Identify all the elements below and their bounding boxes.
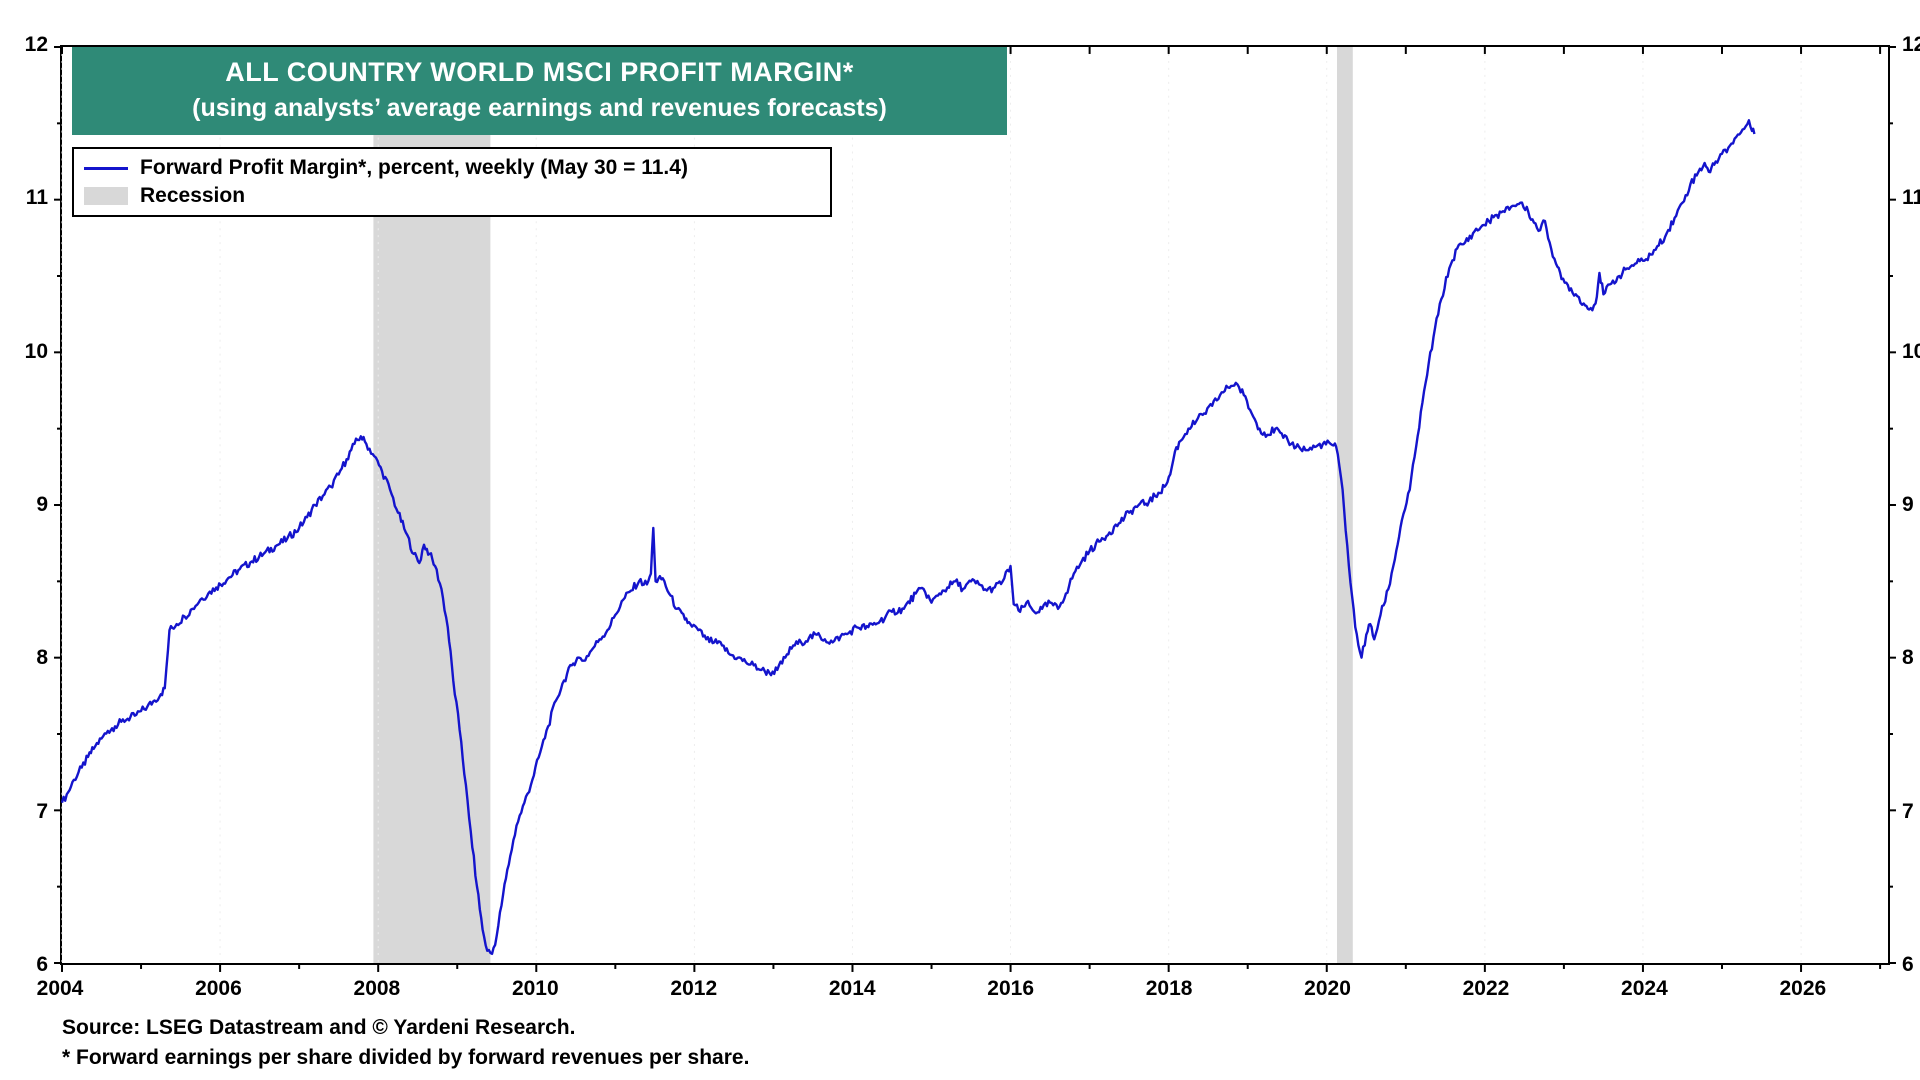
legend-label-profit-margin: Forward Profit Margin*, percent, weekly … [140,156,688,179]
y-axis-label-right-8: 8 [1902,646,1914,670]
x-axis-label-2010: 2010 [511,977,559,1000]
x-axis-label-2008: 2008 [353,977,401,1000]
y-axis-label-right-10: 10 [1902,339,1920,363]
legend-item-recession: Recession [84,182,820,210]
y-axis-label-right-6: 6 [1902,953,1914,976]
recession-swatch-icon [84,187,128,205]
y-axis-label-left-11: 11 [25,186,48,210]
chart-title-box: ALL COUNTRY WORLD MSCI PROFIT MARGIN* (u… [72,47,1007,135]
x-axis-label-2014: 2014 [828,977,876,1000]
x-axis-label-2018: 2018 [1145,977,1193,1000]
source-note: Source: LSEG Datastream and © Yardeni Re… [62,1016,576,1039]
y-axis-label-right-12: 12 [1902,33,1920,56]
y-axis-label-left-9: 9 [36,493,48,516]
y-axis-label-left-7: 7 [36,799,48,823]
chart-title: ALL COUNTRY WORLD MSCI PROFIT MARGIN* [225,57,854,87]
x-axis-label-2020: 2020 [1304,977,1351,1000]
y-axis-label-left-12: 12 [24,33,48,56]
y-axis-label-right-11: 11 [1902,186,1920,210]
x-axis-label-2016: 2016 [987,977,1034,1000]
legend-label-recession: Recession [140,184,246,207]
x-axis-label-2006: 2006 [195,977,242,1000]
x-axis-label-2026: 2026 [1779,977,1827,1000]
chart-subtitle: (using analysts’ average earnings and re… [192,94,887,122]
y-axis-label-right-7: 7 [1902,799,1914,823]
legend: Forward Profit Margin*, percent, weekly … [72,147,832,217]
x-axis-label-2012: 2012 [670,977,718,1000]
profit-margin-line [60,119,1756,956]
footnote: * Forward earnings per share divided by … [62,1046,750,1069]
legend-item-profit-margin: Forward Profit Margin*, percent, weekly … [84,154,820,182]
y-axis-label-right-9: 9 [1902,493,1914,516]
line-swatch-icon [84,166,128,170]
y-axis-label-left-10: 10 [24,339,48,363]
plot-area: ALL COUNTRY WORLD MSCI PROFIT MARGIN* (u… [54,45,1896,972]
x-axis-label-2024: 2024 [1621,977,1668,1000]
y-axis-label-left-6: 6 [36,953,48,976]
x-axis-label-2022: 2022 [1462,977,1510,1000]
y-axis-label-left-8: 8 [36,646,48,670]
x-axis-label-2004: 2004 [36,977,84,1000]
